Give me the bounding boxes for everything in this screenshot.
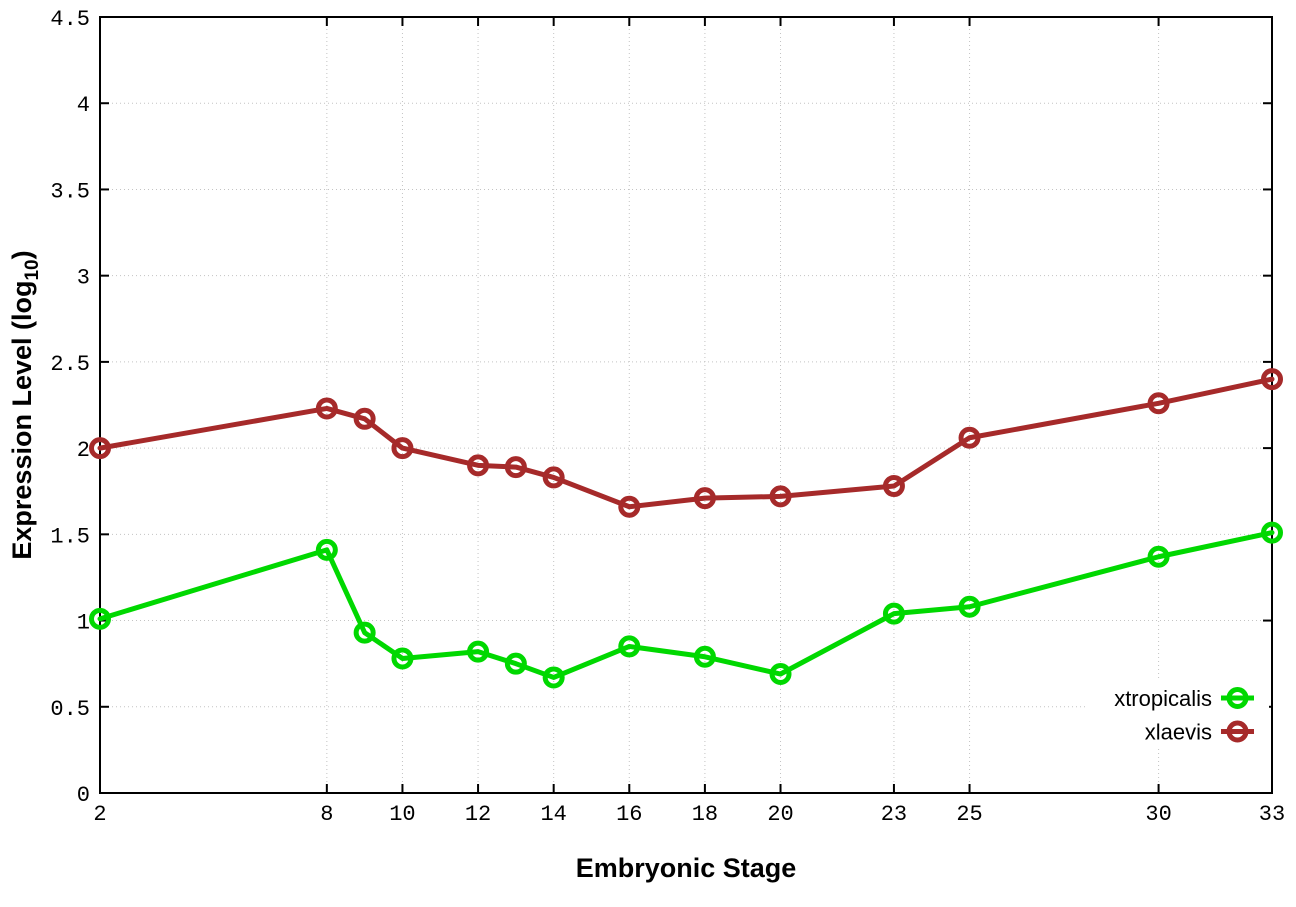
xtropicalis-point (467, 640, 490, 663)
xlaevis-point (391, 437, 414, 460)
y-tick-label: 2.5 (50, 352, 90, 377)
x-axis-label: Embryonic Stage (576, 853, 797, 883)
xlaevis-point (1261, 368, 1283, 391)
x-tick-label: 8 (320, 802, 333, 827)
xtropicalis-point (542, 666, 565, 689)
legend-sample-marker-xtropicalis (1226, 687, 1249, 709)
xtropicalis-line (97, 530, 1275, 680)
y-tick-label: 1.5 (50, 524, 90, 549)
y-axis-label-end: ) (7, 250, 37, 259)
series-layer (89, 368, 1283, 689)
y-tick-label: 4 (77, 93, 90, 118)
xtropicalis-point (882, 602, 905, 625)
x-tick-label: 10 (389, 802, 415, 827)
xlaevis-point (693, 487, 716, 510)
xtropicalis-point (391, 647, 414, 670)
xtropicalis-point (89, 607, 111, 630)
legend-sample-marker-xlaevis (1226, 720, 1249, 743)
y-tick-label: 0 (77, 783, 90, 808)
xlaevis-line (97, 376, 1275, 510)
y-tick-label: 3 (77, 266, 90, 291)
y-tick-label: 1 (77, 611, 90, 636)
x-tick-label: 14 (540, 802, 566, 827)
xlaevis-point (89, 437, 111, 460)
x-tick-label: 2 (93, 802, 106, 827)
xlaevis-point (504, 456, 527, 479)
xlaevis-point (882, 475, 905, 498)
grid-layer (100, 17, 1272, 793)
x-tick-label: 18 (692, 802, 718, 827)
y-tick-label: 4.5 (50, 7, 90, 32)
xlaevis-point (769, 485, 792, 508)
y-tick-label: 3.5 (50, 179, 90, 204)
xtropicalis-point (1147, 545, 1170, 568)
legend-label-xtropicalis: xtropicalis (1114, 686, 1212, 711)
x-tick-label: 12 (465, 802, 491, 827)
xlaevis-point (958, 426, 981, 449)
axis-layer: 2 8 10 12 14 16 18 20 23 25 30 33 0 0.5 1 1.5 2 2.5 3 3.5 4 4… (50, 7, 1285, 827)
x-tick-label: 30 (1145, 802, 1171, 827)
x-tick-label: 23 (881, 802, 907, 827)
y-axis-label: Expression Level (log10) (7, 250, 43, 559)
xtropicalis-point (353, 621, 376, 644)
y-axis-label-sub: 10 (22, 259, 43, 280)
legend-label-xlaevis: xlaevis (1145, 720, 1212, 745)
xtropicalis-point (769, 663, 792, 686)
y-axis-label-main: Expression Level (log (7, 281, 37, 560)
xlaevis-point (1147, 392, 1170, 415)
xlaevis-point (467, 454, 490, 477)
xtropicalis-point (618, 635, 641, 658)
x-tick-label: 20 (767, 802, 793, 827)
xtropicalis-point (315, 538, 338, 561)
xtropicalis-point (504, 652, 527, 675)
y-tick-label: 2 (77, 438, 90, 463)
legend-layer: xtropicalis xlaevis (1085, 681, 1269, 749)
xlaevis-point (353, 407, 376, 430)
xtropicalis-point (958, 595, 981, 618)
xtropicalis-point (1261, 521, 1283, 544)
xlaevis-point (618, 495, 641, 518)
x-tick-label: 33 (1259, 802, 1285, 827)
xlaevis-point (542, 466, 565, 489)
x-tick-label: 25 (956, 802, 982, 827)
y-tick-label: 0.5 (50, 697, 90, 722)
xlaevis-point (315, 397, 338, 420)
plot-border (99, 16, 1273, 794)
xtropicalis-point (693, 645, 716, 668)
x-tick-label: 16 (616, 802, 642, 827)
